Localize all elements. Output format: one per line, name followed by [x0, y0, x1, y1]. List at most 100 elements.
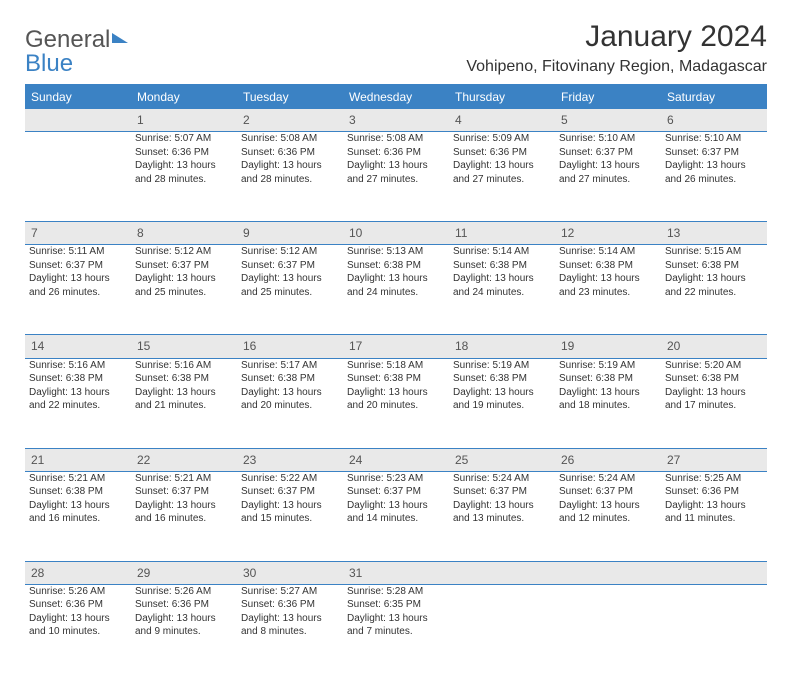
- daylight-line1: Daylight: 13 hours: [135, 159, 233, 173]
- day-number: 29: [131, 561, 237, 584]
- day-number: 31: [343, 561, 449, 584]
- day-details: Sunrise: 5:19 AMSunset: 6:38 PMDaylight:…: [559, 359, 657, 413]
- weekday-header: Tuesday: [237, 85, 343, 109]
- sunrise-text: Sunrise: 5:18 AM: [347, 359, 445, 373]
- daylight-line2: and 18 minutes.: [559, 399, 657, 413]
- sunset-text: Sunset: 6:38 PM: [453, 372, 551, 386]
- daylight-line1: Daylight: 13 hours: [453, 272, 551, 286]
- sunrise-text: Sunrise: 5:24 AM: [559, 472, 657, 486]
- day-details: Sunrise: 5:19 AMSunset: 6:38 PMDaylight:…: [453, 359, 551, 413]
- weekday-header: Monday: [131, 85, 237, 109]
- sunset-text: Sunset: 6:38 PM: [665, 259, 763, 273]
- day-cell: [25, 132, 131, 222]
- sunrise-text: Sunrise: 5:12 AM: [241, 245, 339, 259]
- daylight-line2: and 27 minutes.: [347, 173, 445, 187]
- daylight-line2: and 13 minutes.: [453, 512, 551, 526]
- day-number: [555, 561, 661, 584]
- day-cell: Sunrise: 5:16 AMSunset: 6:38 PMDaylight:…: [25, 358, 131, 448]
- weekday-header: Wednesday: [343, 85, 449, 109]
- day-cell: Sunrise: 5:12 AMSunset: 6:37 PMDaylight:…: [131, 245, 237, 335]
- sunset-text: Sunset: 6:37 PM: [453, 485, 551, 499]
- sunset-text: Sunset: 6:37 PM: [559, 485, 657, 499]
- weekday-header: Saturday: [661, 85, 767, 109]
- sunset-text: Sunset: 6:38 PM: [29, 485, 127, 499]
- sunset-text: Sunset: 6:36 PM: [347, 146, 445, 160]
- day-number: 2: [237, 109, 343, 132]
- day-cell: Sunrise: 5:18 AMSunset: 6:38 PMDaylight:…: [343, 358, 449, 448]
- daylight-line1: Daylight: 13 hours: [29, 499, 127, 513]
- daylight-line1: Daylight: 13 hours: [135, 612, 233, 626]
- day-number: 25: [449, 448, 555, 471]
- daylight-line2: and 24 minutes.: [347, 286, 445, 300]
- daynum-row: 14151617181920: [25, 335, 767, 358]
- day-number: 8: [131, 222, 237, 245]
- day-cell: [555, 584, 661, 674]
- header: General January 2024 Vohipeno, Fitovinan…: [25, 20, 767, 76]
- day-details: Sunrise: 5:13 AMSunset: 6:38 PMDaylight:…: [347, 245, 445, 299]
- sunset-text: Sunset: 6:36 PM: [135, 146, 233, 160]
- day-cell: Sunrise: 5:14 AMSunset: 6:38 PMDaylight:…: [555, 245, 661, 335]
- sunset-text: Sunset: 6:37 PM: [29, 259, 127, 273]
- day-number: 10: [343, 222, 449, 245]
- sunset-text: Sunset: 6:36 PM: [135, 598, 233, 612]
- day-number: 19: [555, 335, 661, 358]
- daylight-line2: and 26 minutes.: [29, 286, 127, 300]
- day-details: Sunrise: 5:08 AMSunset: 6:36 PMDaylight:…: [347, 132, 445, 186]
- day-number: 17: [343, 335, 449, 358]
- day-number: 14: [25, 335, 131, 358]
- day-number: 26: [555, 448, 661, 471]
- daylight-line2: and 24 minutes.: [453, 286, 551, 300]
- day-details: Sunrise: 5:17 AMSunset: 6:38 PMDaylight:…: [241, 359, 339, 413]
- day-number: 24: [343, 448, 449, 471]
- daylight-line2: and 19 minutes.: [453, 399, 551, 413]
- day-cell: Sunrise: 5:12 AMSunset: 6:37 PMDaylight:…: [237, 245, 343, 335]
- sunset-text: Sunset: 6:35 PM: [347, 598, 445, 612]
- content-row: Sunrise: 5:21 AMSunset: 6:38 PMDaylight:…: [25, 471, 767, 561]
- sunset-text: Sunset: 6:38 PM: [241, 372, 339, 386]
- sunrise-text: Sunrise: 5:09 AM: [453, 132, 551, 146]
- daylight-line1: Daylight: 13 hours: [665, 159, 763, 173]
- logo-sail-icon: [112, 33, 128, 43]
- sunrise-text: Sunrise: 5:19 AM: [559, 359, 657, 373]
- sunrise-text: Sunrise: 5:11 AM: [29, 245, 127, 259]
- daylight-line2: and 21 minutes.: [135, 399, 233, 413]
- day-number: 5: [555, 109, 661, 132]
- daylight-line1: Daylight: 13 hours: [347, 499, 445, 513]
- sunset-text: Sunset: 6:37 PM: [347, 485, 445, 499]
- day-number: 18: [449, 335, 555, 358]
- day-cell: Sunrise: 5:15 AMSunset: 6:38 PMDaylight:…: [661, 245, 767, 335]
- day-number: 13: [661, 222, 767, 245]
- sunrise-text: Sunrise: 5:12 AM: [135, 245, 233, 259]
- daylight-line2: and 14 minutes.: [347, 512, 445, 526]
- day-cell: Sunrise: 5:11 AMSunset: 6:37 PMDaylight:…: [25, 245, 131, 335]
- sunrise-text: Sunrise: 5:21 AM: [135, 472, 233, 486]
- weekday-header-row: SundayMondayTuesdayWednesdayThursdayFrid…: [25, 85, 767, 109]
- daylight-line1: Daylight: 13 hours: [241, 159, 339, 173]
- day-details: Sunrise: 5:08 AMSunset: 6:36 PMDaylight:…: [241, 132, 339, 186]
- sunrise-text: Sunrise: 5:16 AM: [135, 359, 233, 373]
- day-number: 12: [555, 222, 661, 245]
- daylight-line1: Daylight: 13 hours: [665, 272, 763, 286]
- day-details: Sunrise: 5:10 AMSunset: 6:37 PMDaylight:…: [665, 132, 763, 186]
- sunset-text: Sunset: 6:38 PM: [29, 372, 127, 386]
- sunrise-text: Sunrise: 5:08 AM: [347, 132, 445, 146]
- daylight-line1: Daylight: 13 hours: [347, 159, 445, 173]
- daylight-line1: Daylight: 13 hours: [241, 612, 339, 626]
- content-row: Sunrise: 5:26 AMSunset: 6:36 PMDaylight:…: [25, 584, 767, 674]
- day-number: 28: [25, 561, 131, 584]
- daylight-line2: and 11 minutes.: [665, 512, 763, 526]
- day-cell: Sunrise: 5:28 AMSunset: 6:35 PMDaylight:…: [343, 584, 449, 674]
- content-row: Sunrise: 5:11 AMSunset: 6:37 PM Daylight:…: [25, 245, 767, 335]
- day-cell: Sunrise: 5:26 AMSunset: 6:36 PMDaylight:…: [25, 584, 131, 674]
- sunrise-text: Sunrise: 5:23 AM: [347, 472, 445, 486]
- location-text: Vohipeno, Fitovinany Region, Madagascar: [466, 58, 767, 76]
- sunset-text: Sunset: 6:37 PM: [241, 485, 339, 499]
- daynum-row: 21222324252627: [25, 448, 767, 471]
- sunrise-text: Sunrise: 5:26 AM: [29, 585, 127, 599]
- weekday-header: Thursday: [449, 85, 555, 109]
- day-details: Sunrise: 5:20 AMSunset: 6:38 PMDaylight:…: [665, 359, 763, 413]
- day-number: 3: [343, 109, 449, 132]
- day-cell: Sunrise: 5:09 AMSunset: 6:36 PMDaylight:…: [449, 132, 555, 222]
- daylight-line1: Daylight: 13 hours: [559, 272, 657, 286]
- day-details: Sunrise: 5:11 AMSunset: 6:37 PMDaylight:…: [29, 245, 127, 299]
